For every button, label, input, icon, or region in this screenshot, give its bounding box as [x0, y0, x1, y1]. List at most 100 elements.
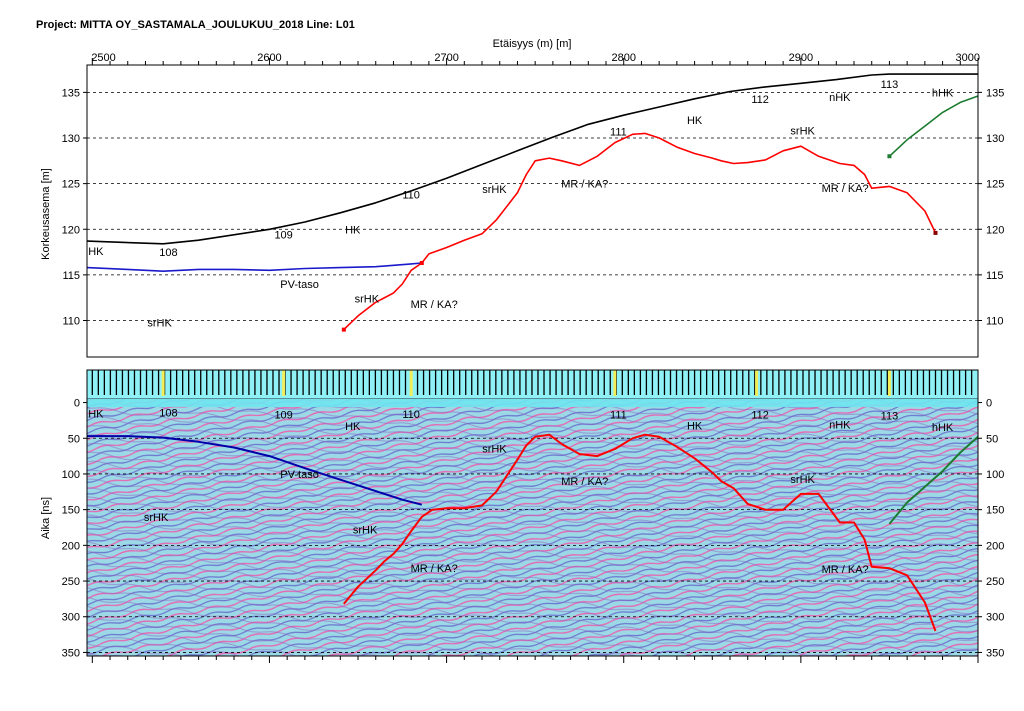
- bottom-annotation: hHK: [932, 422, 954, 434]
- bottom-annotation: MR / KA?: [411, 563, 458, 575]
- bottom-annotation: 113: [881, 410, 899, 422]
- bottom-plot-frame: [86, 369, 979, 657]
- bottom-annotation: HK: [345, 421, 361, 433]
- radargram-surface-band: [87, 399, 978, 407]
- bottom-series-line: [87, 435, 423, 506]
- y-axis-label-bottom: Aika [ns]: [40, 497, 52, 539]
- y-tick-label-left: 125: [62, 179, 80, 191]
- top-annotation: MR / KA?: [411, 299, 458, 311]
- trace-marker: [282, 370, 286, 396]
- y-tick-label-right: 115: [986, 270, 1004, 282]
- bottom-annotation: 112: [751, 410, 769, 422]
- trace-marker: [887, 370, 891, 396]
- y-tick-label-left: 350: [62, 647, 80, 659]
- bottom-annotation: srHK: [790, 474, 815, 486]
- top-series-line: [343, 132, 937, 331]
- top-annotation: MR / KA?: [822, 183, 869, 195]
- x-tick-label: 3000: [956, 52, 980, 64]
- y-tick-label-left: 50: [68, 433, 80, 445]
- top-plot-frame: [86, 64, 979, 358]
- top-series-line: [888, 95, 978, 157]
- top-annotation: srHK: [147, 317, 172, 329]
- top-series: [87, 73, 978, 332]
- bottom-annotation: srHK: [353, 525, 378, 537]
- bottom-annotation: HK: [687, 420, 703, 432]
- y-tick-label-right: 120: [986, 224, 1004, 236]
- y-tick-label-right: 350: [986, 647, 1004, 659]
- series-end-marker: [341, 327, 346, 332]
- y-tick-label-right: 100: [986, 469, 1004, 481]
- bottom-series-line: [343, 433, 937, 632]
- top-annotation: HK: [687, 115, 703, 127]
- series-end-marker: [933, 230, 938, 235]
- trace-marker-ticks: [91, 370, 973, 396]
- top-annotation: 108: [159, 247, 177, 259]
- y-tick-label-left: 300: [62, 612, 80, 624]
- top-annotation: nHK: [829, 92, 851, 104]
- bottom-annotation: srHK: [144, 512, 169, 524]
- top-annotation: HK: [88, 246, 104, 258]
- bottom-annotation: PV-taso: [280, 469, 319, 481]
- trace-marker: [161, 370, 165, 396]
- top-annotation: MR / KA?: [561, 179, 608, 191]
- top-annotation: 111: [610, 127, 627, 139]
- bottom-annotation: 110: [402, 409, 420, 421]
- bottom-annotation: MR / KA?: [822, 564, 869, 576]
- top-annotation: 112: [751, 94, 769, 106]
- top-annotation: 113: [881, 79, 899, 91]
- radargram-overlay: [87, 399, 978, 656]
- y-tick-label-right: 135: [986, 87, 1004, 99]
- x-tick-label: 2700: [434, 52, 458, 64]
- top-series-line: [87, 262, 422, 272]
- x-tick-label: 2800: [611, 52, 635, 64]
- x-tick-label: 2900: [789, 52, 813, 64]
- y-tick-label-left: 250: [62, 576, 80, 588]
- page-title: Project: MITTA OY_SASTAMALA_JOULUKUU_201…: [36, 19, 355, 31]
- y-tick-label-left: 110: [62, 316, 80, 328]
- y-tick-label-left: 200: [62, 540, 80, 552]
- y-tick-label-left: 100: [62, 469, 80, 481]
- y-tick-label-right: 125: [986, 179, 1004, 191]
- bottom-series-line: [888, 436, 978, 525]
- bottom-annotation: nHK: [829, 420, 851, 432]
- y-tick-label-right: 300: [986, 612, 1004, 624]
- y-tick-label-left: 115: [62, 270, 80, 282]
- top-annotation: srHK: [790, 126, 815, 138]
- bottom-annotation: 108: [159, 408, 177, 420]
- y-tick-label-right: 130: [986, 133, 1004, 145]
- bottom-annotations: HK 108 109 HK 110 PV-taso srHK srHK MR / KA? srHK…: [88, 408, 954, 576]
- trace-marker: [613, 370, 617, 396]
- series-end-marker: [419, 261, 424, 266]
- y-tick-label-right: 150: [986, 505, 1004, 517]
- trace-marker: [755, 370, 759, 396]
- y-tick-label-right: 250: [986, 576, 1004, 588]
- top-gridlines: [87, 91, 978, 321]
- top-annotations: HK 108 PV-taso srHK 109 HK 110 srHK MR / KA? srHK…: [88, 79, 954, 329]
- y-tick-label-left: 130: [62, 133, 80, 145]
- bottom-y-ticks: 0 0 50 50 100 100 150 150 200 200 250 250 300 300 350 3…: [62, 398, 1005, 660]
- top-annotation: srHK: [482, 184, 507, 196]
- bottom-x-ticks: [91, 656, 979, 663]
- y-tick-label-left: 0: [74, 398, 80, 410]
- trace-marker: [409, 370, 413, 396]
- top-annotation: HK: [345, 224, 361, 236]
- series-end-marker: [887, 154, 892, 159]
- y-tick-label-left: 135: [62, 87, 80, 99]
- y-tick-label-left: 150: [62, 505, 80, 517]
- top-annotation: srHK: [355, 294, 380, 306]
- top-y-ticks: 110 110 115 115 120 120 125 125 130 130 135 135: [62, 87, 1005, 327]
- top-annotation: hHK: [932, 87, 954, 99]
- bottom-annotation: MR / KA?: [561, 476, 608, 488]
- top-annotation: 110: [402, 190, 420, 202]
- top-annotation: 109: [274, 230, 292, 242]
- y-tick-label-right: 110: [986, 316, 1004, 328]
- y-tick-label-right: 50: [986, 433, 998, 445]
- bottom-series: [87, 433, 978, 632]
- bottom-annotation: srHK: [482, 443, 507, 455]
- y-tick-label-left: 120: [62, 224, 80, 236]
- x-tick-label: 2500: [91, 52, 115, 64]
- top-x-ticks: 2500 2600 2700 2800 2900 3000: [91, 52, 980, 65]
- x-tick-label: 2600: [257, 52, 281, 64]
- bottom-annotation: 111: [610, 410, 627, 422]
